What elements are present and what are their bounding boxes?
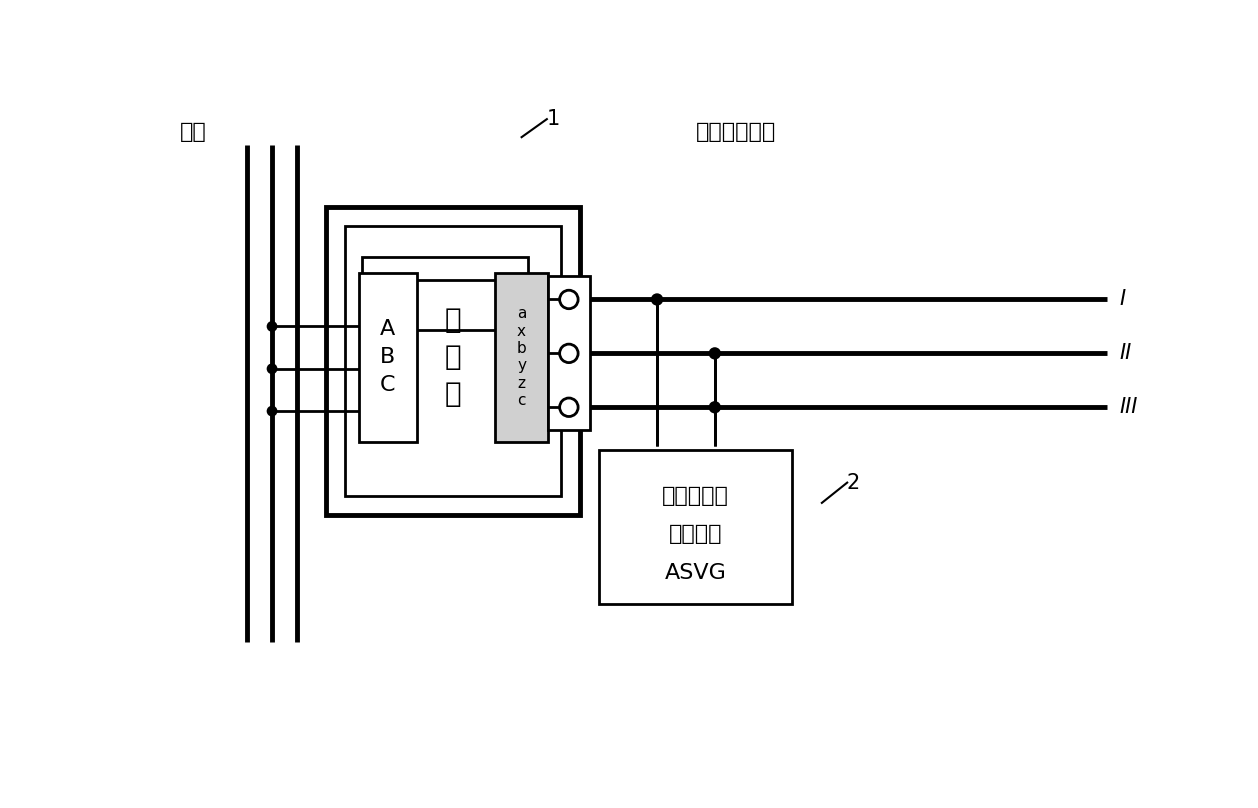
Bar	[359, 272, 416, 442]
Text: a
x
b
y
z
c: a x b y z c	[517, 306, 526, 408]
Circle shape	[267, 406, 278, 416]
Text: A
B
C: A B C	[380, 319, 396, 395]
Text: 变压器二次侧: 变压器二次侧	[696, 122, 776, 142]
Text: 2: 2	[847, 473, 860, 493]
Bar	[372, 280, 518, 330]
Text: I: I	[1120, 289, 1125, 309]
Text: ASVG: ASVG	[664, 563, 726, 583]
Bar	[599, 449, 791, 604]
Text: II: II	[1120, 343, 1131, 364]
Text: 率发生器: 率发生器	[669, 524, 722, 545]
Text: III: III	[1120, 398, 1137, 417]
Circle shape	[708, 401, 721, 414]
Text: 电网: 电网	[180, 122, 206, 142]
Circle shape	[650, 293, 663, 305]
Circle shape	[267, 364, 278, 374]
Bar	[362, 257, 527, 318]
Bar	[345, 226, 561, 496]
Circle shape	[267, 321, 278, 332]
Text: 新型无功功: 新型无功功	[662, 486, 728, 506]
Text: 1: 1	[546, 109, 560, 129]
Bar	[496, 272, 547, 442]
Circle shape	[708, 347, 721, 360]
Bar	[547, 276, 590, 431]
Bar	[326, 207, 580, 515]
Text: 变
压
器: 变 压 器	[444, 306, 462, 408]
